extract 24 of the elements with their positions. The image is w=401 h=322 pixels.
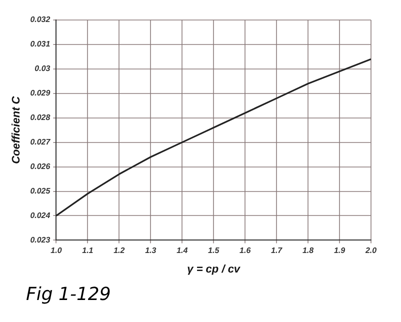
x-axis-title: γ = cp / cv [187,263,241,276]
x-tick-label: 1.7 [271,246,283,256]
y-tick-label: 0.03 [34,64,51,74]
y-tick-label: 0.029 [30,88,51,98]
x-tick-label: 1.5 [208,246,220,256]
caption: Fig 1-129 [26,284,111,305]
x-tick-label: 1.9 [334,246,346,256]
y-tick-label: 0.032 [30,15,51,24]
y-axis-title: Coefficient C [10,95,23,164]
y-tick-label: 0.023 [30,235,51,244]
x-tick-label: 1.0 [50,246,62,256]
x-tick-label: 2.0 [364,246,378,256]
x-tick-label: 1.1 [82,246,94,256]
y-tick-label: 0.024 [30,210,51,220]
x-tick-label: 1.4 [176,246,188,256]
x-tick-label: 1.3 [145,246,157,256]
y-tick-label: 0.027 [30,138,51,147]
x-tick-label: 1.2 [114,246,126,256]
y-tick-label: 0.025 [30,186,51,196]
x-tick-label: 1.6 [240,246,252,256]
x-tick-label: 1.8 [302,246,314,256]
y-tick-label: 0.028 [30,113,51,122]
y-tick-label: 0.031 [30,40,51,49]
y-tick-label: 0.026 [30,162,51,172]
